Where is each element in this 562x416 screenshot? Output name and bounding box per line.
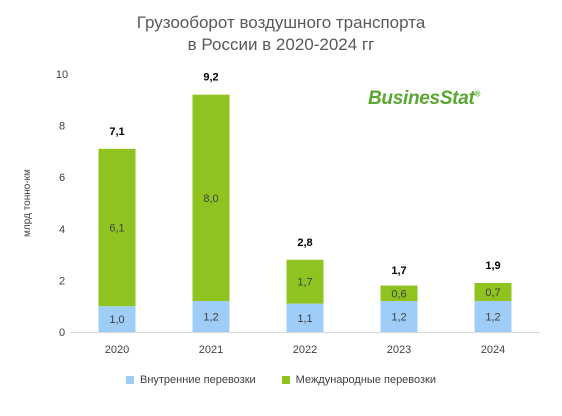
total-label: 2,8 <box>297 237 312 249</box>
x-tick-label: 2022 <box>293 344 317 356</box>
bar-international <box>286 259 324 304</box>
data-label-international: 8,0 <box>203 193 218 205</box>
data-label-international: 0,7 <box>485 287 500 299</box>
x-tick-label: 2024 <box>481 344 505 356</box>
legend: Внутренние перевозки Международные перев… <box>0 374 562 386</box>
chart-title-line2: в России в 2020-2024 гг <box>187 35 375 54</box>
chart-title: Грузооборот воздушного транспорта в Росс… <box>0 12 562 56</box>
y-tick-label: 4 <box>59 224 65 236</box>
businesstat-logo: BusinesStat® <box>368 88 480 110</box>
legend-label-international: Международные перевозки <box>295 374 437 386</box>
logo-registered-mark: ® <box>474 89 481 99</box>
legend-label-domestic: Внутренние перевозки <box>139 374 256 386</box>
total-label: 9,2 <box>203 72 218 84</box>
legend-item-domestic: Внутренние перевозки <box>125 374 256 386</box>
bar-domestic <box>192 301 230 332</box>
logo-text: BusinesStat <box>368 88 475 109</box>
data-label-domestic: 1,1 <box>297 313 312 325</box>
y-axis-label: млрд тонно-км <box>22 169 33 237</box>
x-tick-label: 2023 <box>387 344 411 356</box>
bar-international <box>192 94 230 302</box>
y-tick-label: 0 <box>59 327 65 339</box>
y-tick-label: 10 <box>56 69 68 81</box>
bar-domestic <box>380 301 418 332</box>
chart-title-line1: Грузооборот воздушного транспорта <box>136 13 426 32</box>
data-label-domestic: 1,0 <box>109 314 124 326</box>
total-label: 1,9 <box>485 260 500 272</box>
legend-item-international: Международные перевозки <box>281 374 437 386</box>
bar-domestic <box>474 301 512 332</box>
data-label-domestic: 1,2 <box>391 312 406 324</box>
legend-swatch-international <box>281 376 290 384</box>
data-label-international: 0,6 <box>391 288 406 300</box>
data-label-domestic: 1,2 <box>485 312 500 324</box>
data-label-domestic: 1,2 <box>203 312 218 324</box>
x-tick-label: 2021 <box>199 344 223 356</box>
bar-international <box>474 282 512 302</box>
bar-domestic <box>98 306 136 332</box>
y-tick-label: 6 <box>59 172 65 184</box>
bar-domestic <box>286 303 324 332</box>
bar-international <box>98 148 136 307</box>
x-tick-label: 2020 <box>105 344 129 356</box>
legend-swatch-domestic <box>125 376 134 384</box>
total-label: 1,7 <box>391 265 406 277</box>
y-tick-label: 2 <box>59 275 65 287</box>
data-label-international: 1,7 <box>297 277 312 289</box>
bar-international <box>380 285 418 302</box>
total-label: 7,1 <box>109 126 124 138</box>
y-tick-label: 8 <box>59 121 65 133</box>
data-label-international: 6,1 <box>109 223 124 235</box>
